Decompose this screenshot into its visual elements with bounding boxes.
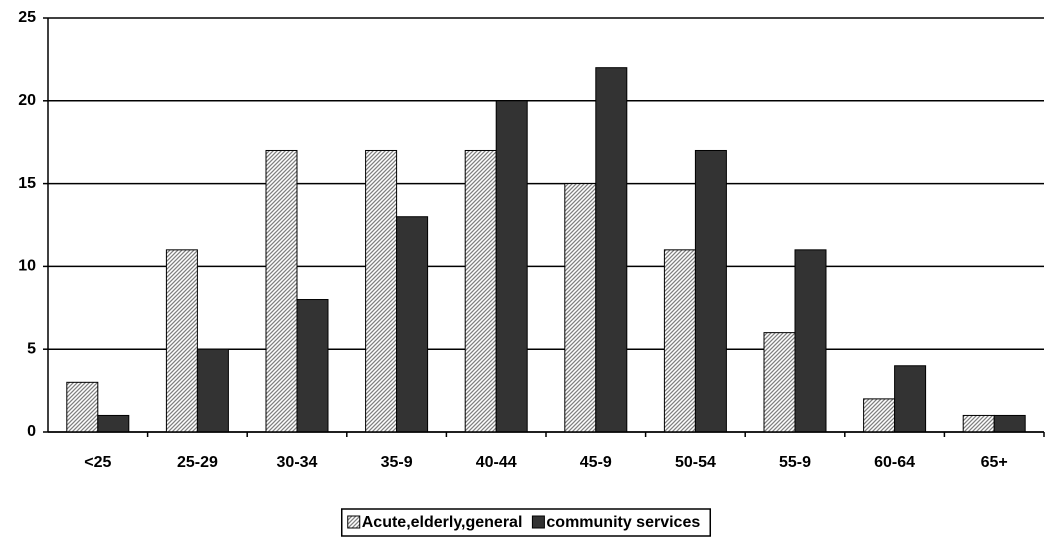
bar [365, 149, 398, 433]
bar [66, 381, 99, 433]
y-tick-label: 0 [27, 423, 36, 440]
x-tick-label: 65+ [981, 454, 1008, 471]
bar [694, 149, 727, 433]
legend-label: Acute,elderly,general [362, 514, 523, 531]
x-tick-label: 30-34 [277, 454, 318, 471]
y-tick-label: 25 [18, 9, 36, 26]
x-tick-label: 40-44 [476, 454, 517, 471]
x-tick-label: 60-64 [874, 454, 915, 471]
legend: Acute,elderly,general community services [340, 508, 712, 537]
bar [595, 67, 628, 433]
bar [962, 414, 995, 433]
bar [196, 348, 229, 433]
bar [265, 149, 298, 433]
legend-box [340, 508, 712, 537]
bar [794, 249, 827, 433]
bar [97, 414, 130, 433]
bar [993, 414, 1026, 433]
bar [396, 216, 429, 433]
bar [564, 183, 597, 433]
bar [165, 249, 198, 433]
legend-swatch [531, 515, 545, 529]
x-tick-label: 25-29 [177, 454, 218, 471]
y-tick-label: 15 [18, 175, 36, 192]
bar [464, 149, 497, 433]
bar [663, 249, 696, 433]
y-tick-label: 10 [18, 258, 36, 275]
bar [495, 100, 528, 433]
x-tick-label: 45-9 [580, 454, 612, 471]
bar [763, 332, 796, 433]
bar [894, 365, 927, 433]
y-tick-label: 5 [27, 340, 36, 357]
legend-label: community services [546, 514, 700, 531]
x-tick-label: 35-9 [381, 454, 413, 471]
y-tick-label: 20 [18, 92, 36, 109]
x-tick-label: <25 [84, 454, 111, 471]
x-tick-label: 50-54 [675, 454, 716, 471]
x-tick-label: 55-9 [779, 454, 811, 471]
bar [863, 398, 896, 433]
legend-swatch [347, 515, 361, 529]
bar [296, 299, 329, 433]
